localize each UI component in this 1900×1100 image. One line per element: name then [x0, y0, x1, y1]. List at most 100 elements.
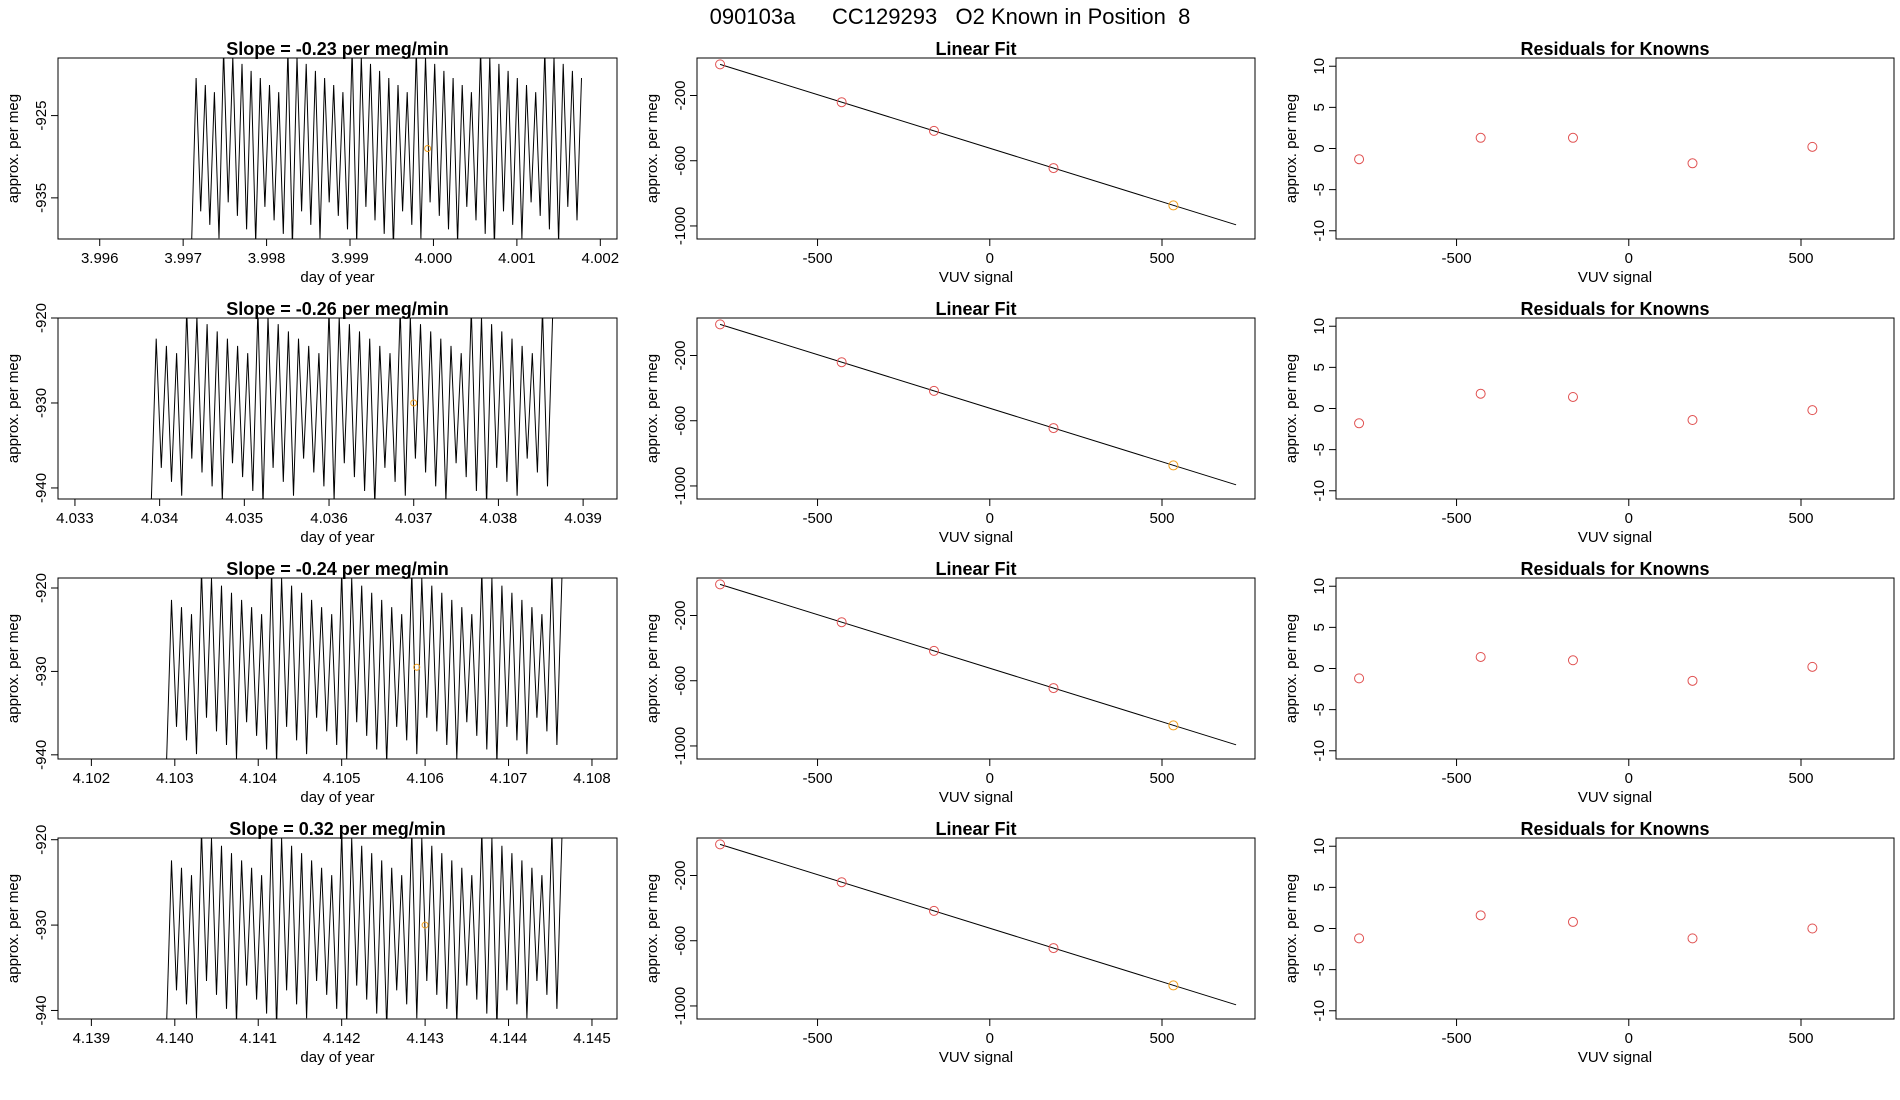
- x-axis-label: VUV signal: [1578, 789, 1652, 806]
- panel-title: Slope = -0.24 per meg/min: [226, 559, 449, 579]
- fit-line: [719, 843, 1237, 1006]
- y-tick-label: 5: [1311, 363, 1328, 371]
- x-axis-label: VUV signal: [1578, 529, 1652, 546]
- data-point: [836, 97, 847, 108]
- signal-trace: [150, 318, 554, 499]
- panel-row3-fit: Linear Fit -500 0 500 -200 -600 -1000 VUV signa…: [644, 559, 1256, 806]
- x-tick-label: -500: [1442, 510, 1472, 527]
- y-tick-label: -5: [1311, 703, 1328, 716]
- data-point: [715, 579, 726, 590]
- data-point: [836, 877, 847, 888]
- x-tick-label: 4.140: [156, 1030, 194, 1047]
- x-axis-label: VUV signal: [1578, 1049, 1652, 1066]
- x-tick-label: 0: [986, 250, 994, 267]
- panel-row1-fit: Linear Fit -500 0 500 -200 -600 -1000 VUV signa…: [644, 39, 1256, 286]
- y-tick-label: 5: [1311, 623, 1328, 631]
- x-tick-label: 4.038: [480, 510, 518, 527]
- y-tick-label: 0: [1311, 924, 1328, 932]
- y-tick-label: 0: [1311, 144, 1328, 152]
- panel-row4-residuals: Residuals for Knowns -500 0 500 10 5 0 -5 -10 VUV…: [1283, 819, 1895, 1066]
- y-tick-label: -935: [33, 183, 50, 213]
- x-tick-label: 4.037: [395, 510, 433, 527]
- y-tick-label: -920: [33, 303, 50, 333]
- y-tick-label: -925: [33, 101, 50, 131]
- x-tick-label: 4.000: [415, 250, 453, 267]
- data-point: [1807, 141, 1818, 152]
- highlight-point: [424, 145, 432, 152]
- y-tick-label: -10: [1311, 740, 1328, 762]
- plot-area: [1354, 132, 1818, 169]
- x-tick-label: 4.102: [73, 770, 111, 787]
- x-tick-label: 4.002: [582, 250, 620, 267]
- y-tick-label: -5: [1311, 443, 1328, 456]
- data-point: [715, 319, 726, 330]
- y-tick-label: -200: [672, 340, 689, 370]
- y-tick-label: 0: [1311, 664, 1328, 672]
- x-tick-label: 4.035: [226, 510, 264, 527]
- data-point: [1168, 720, 1179, 731]
- highlight-point: [413, 663, 421, 671]
- figure-suptitle: 090103a CC129293 O2 Known in Position 8: [709, 4, 1191, 29]
- plot-area: [715, 579, 1237, 746]
- data-point: [928, 645, 939, 656]
- plot-area: [715, 319, 1237, 486]
- panel-row1-timeseries: Slope = -0.23 per meg/min 3.996 3.997 3.998…: [5, 39, 619, 286]
- y-tick-label: -600: [672, 146, 689, 176]
- data-point: [1048, 163, 1059, 174]
- y-tick-label: -930: [33, 656, 50, 686]
- x-tick-label: 4.039: [564, 510, 602, 527]
- x-tick-label: 0: [986, 510, 994, 527]
- data-point: [1048, 683, 1059, 694]
- plot-area: [715, 839, 1237, 1006]
- x-tick-label: 3.998: [248, 250, 286, 267]
- y-tick-label: -200: [672, 600, 689, 630]
- data-point: [1475, 910, 1486, 921]
- y-tick-label: 10: [1311, 58, 1328, 75]
- x-tick-label: -500: [803, 250, 833, 267]
- y-tick-label: -10: [1311, 480, 1328, 502]
- data-point: [1048, 943, 1059, 954]
- x-tick-label: 500: [1788, 510, 1813, 527]
- y-tick-label: -1000: [672, 727, 689, 765]
- x-axis-label: day of year: [300, 789, 374, 806]
- x-tick-label: 500: [1149, 770, 1174, 787]
- panel-row2-fit: Linear Fit -500 0 500 -200 -600 -1000 VUV signa…: [644, 299, 1256, 546]
- plot-box: [57, 317, 618, 500]
- y-axis-label: approx. per meg: [1283, 354, 1300, 463]
- x-tick-label: 500: [1149, 250, 1174, 267]
- data-point: [1687, 675, 1698, 686]
- x-tick-label: 4.036: [310, 510, 348, 527]
- plot-box: [57, 577, 618, 760]
- data-point: [1168, 980, 1179, 991]
- x-tick-label: 3.999: [331, 250, 369, 267]
- y-tick-label: 10: [1311, 578, 1328, 595]
- x-tick-label: 500: [1788, 770, 1813, 787]
- y-axis-label: approx. per meg: [644, 354, 661, 463]
- y-axis-label: approx. per meg: [5, 94, 22, 203]
- x-tick-label: 4.107: [490, 770, 528, 787]
- y-tick-label: -940: [33, 995, 50, 1025]
- y-axis-label: approx. per meg: [1283, 874, 1300, 983]
- x-tick-label: 0: [1625, 250, 1633, 267]
- x-tick-label: -500: [803, 770, 833, 787]
- panel-title: Residuals for Knowns: [1520, 819, 1709, 839]
- data-point: [1567, 655, 1578, 666]
- y-tick-label: -930: [33, 388, 50, 418]
- panel-title: Residuals for Knowns: [1520, 299, 1709, 319]
- x-tick-label: -500: [803, 1030, 833, 1047]
- x-tick-label: 500: [1788, 250, 1813, 267]
- panel-title: Linear Fit: [935, 819, 1016, 839]
- panel-title: Linear Fit: [935, 39, 1016, 59]
- x-tick-label: 4.145: [573, 1030, 611, 1047]
- x-axis-label: day of year: [300, 1049, 374, 1066]
- panel-title: Slope = -0.26 per meg/min: [226, 299, 449, 319]
- x-axis-label: day of year: [300, 529, 374, 546]
- signal-trace: [166, 838, 563, 1019]
- y-tick-label: -200: [672, 80, 689, 110]
- x-tick-label: 4.034: [141, 510, 179, 527]
- panel-row4-fit: Linear Fit -500 0 500 -200 -600 -1000 VUV signa…: [644, 819, 1256, 1066]
- fit-line: [719, 323, 1237, 486]
- y-tick-label: -940: [33, 740, 50, 770]
- x-tick-label: -500: [803, 510, 833, 527]
